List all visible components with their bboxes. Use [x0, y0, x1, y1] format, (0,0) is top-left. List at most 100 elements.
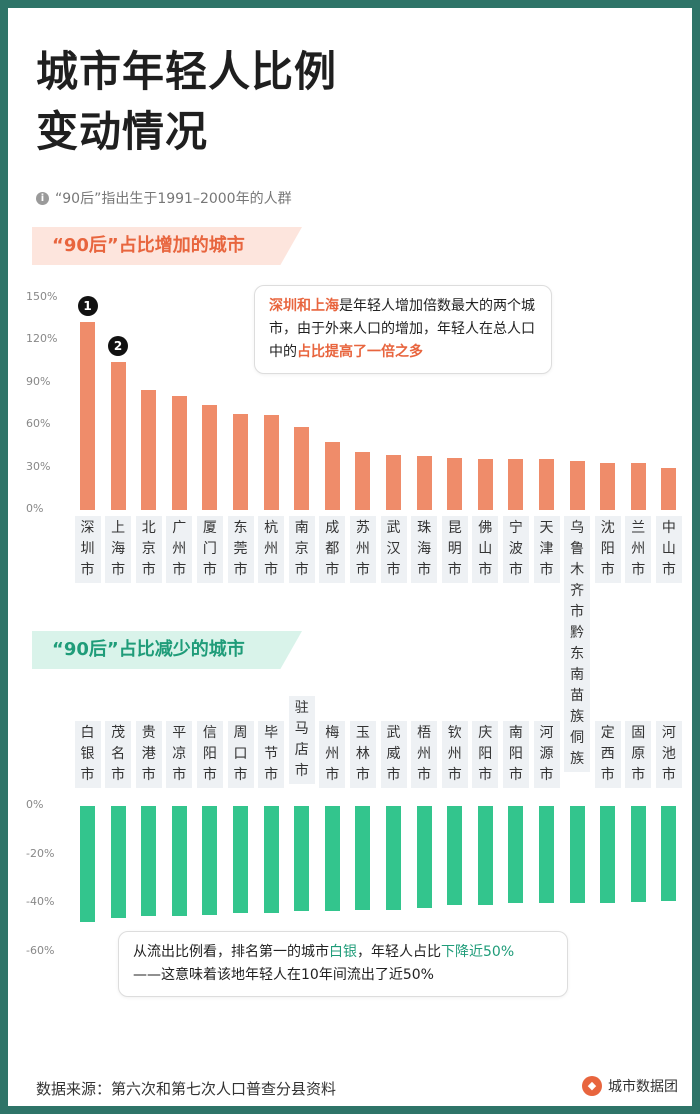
increase-y-tick: 120% — [26, 332, 58, 346]
decrease-annotation-line2: ——这意味着该地年轻人在10年间流出了近50% — [133, 967, 434, 983]
decrease-section-title: “90后”占比减少的城市 — [32, 631, 302, 669]
decrease-bar — [630, 806, 646, 902]
title-line-2: 变动情况 — [36, 107, 209, 156]
data-source: 数据来源：第六次和第七次人口普查分县资料 — [36, 1080, 337, 1098]
rank-badge: 2 — [108, 335, 129, 356]
decrease-bar — [233, 806, 248, 913]
annotation-body: 是年轻人增加倍数最大的两个城市，由于外来人口的增加，年轻人在总人口中的 — [269, 298, 535, 360]
decrease-city-label: 河池市 — [655, 721, 682, 788]
decrease-bar — [355, 806, 371, 911]
decrease-bar — [416, 806, 432, 908]
info-icon: i — [36, 191, 49, 205]
increase-bar — [416, 456, 432, 510]
annotation-mid: ，年轻人占比 — [357, 944, 441, 960]
decrease-city-label: 南阳市 — [502, 721, 529, 788]
brand-mark: ◆ 城市数据团 — [582, 1076, 678, 1096]
increase-city-label: 昆明市 — [441, 516, 468, 583]
brand-logo-icon: ◆ — [582, 1076, 602, 1096]
increase-bar — [600, 463, 616, 510]
increase-bar — [80, 322, 95, 510]
decrease-city-label: 武威市 — [380, 721, 407, 788]
increase-y-tick: 90% — [26, 374, 51, 388]
increase-bar — [386, 454, 401, 510]
increase-y-tick: 30% — [26, 459, 51, 473]
decrease-annotation-line1: 从流出比例看，排名第一的城市白银，年轻人占比下降近50% — [133, 941, 553, 964]
decrease-city-label: 毕节市 — [258, 721, 285, 788]
increase-city-label: 杭州市 — [258, 516, 285, 583]
decrease-city-label: 玉林市 — [349, 721, 376, 788]
increase-bar — [477, 459, 493, 510]
increase-y-tick: 150% — [26, 290, 58, 303]
increase-y-tick: 0% — [26, 502, 44, 515]
increase-bar — [110, 361, 126, 510]
brand-name: 城市数据团 — [608, 1079, 678, 1095]
decrease-annotation: 从流出比例看，排名第一的城市白银，年轻人占比下降近50% ——这意味着该地年轻人… — [118, 931, 568, 997]
increase-city-label: 珠海市 — [411, 516, 438, 583]
increase-bar — [294, 426, 310, 510]
decrease-city-label: 白银市 — [74, 721, 101, 788]
increase-city-label: 广州市 — [166, 516, 193, 583]
increase-city-label: 东莞市 — [227, 516, 254, 583]
page-title: 城市年轻人比例 变动情况 — [36, 42, 337, 162]
annotation-highlight: 占比提高了一倍之多 — [297, 344, 423, 360]
increase-bar — [263, 415, 279, 510]
infographic-card: 城市年轻人比例 变动情况 i “90后”指出生于1991–2000年的人群 “9… — [8, 8, 692, 1106]
annotation-cities: 深圳和上海 — [269, 298, 339, 314]
decrease-bar — [447, 806, 463, 906]
increase-y-tick: 60% — [26, 417, 51, 431]
increase-city-label: 深圳市 — [74, 516, 101, 583]
increase-bar — [141, 389, 157, 510]
decrease-city-label: 梧州市 — [411, 721, 438, 788]
increase-bar — [508, 459, 524, 510]
decrease-city-label: 固原市 — [625, 721, 652, 788]
decrease-bar — [508, 806, 524, 903]
increase-city-label: 北京市 — [135, 516, 162, 583]
decrease-y-tick: -20% — [26, 846, 55, 860]
increase-bar — [202, 405, 218, 510]
decrease-city-label: 河源市 — [533, 721, 560, 788]
rank-badge: 1 — [77, 296, 98, 317]
increase-city-label: 上海市 — [105, 516, 132, 583]
increase-bar — [539, 459, 554, 510]
increase-city-label: 南京市 — [288, 516, 315, 583]
increase-bar — [355, 452, 371, 510]
increase-section-title: “90后”占比增加的城市 — [32, 227, 302, 265]
decrease-bar — [539, 806, 554, 903]
decrease-y-tick: -60% — [26, 943, 55, 957]
decrease-bar — [110, 806, 126, 918]
decrease-city-label: 贵港市 — [135, 721, 162, 788]
increase-city-label: 武汉市 — [380, 516, 407, 583]
decrease-bar — [600, 806, 616, 903]
decrease-city-label: 信阳市 — [196, 721, 223, 788]
decrease-bar — [661, 806, 677, 901]
increase-city-label: 佛山市 — [472, 516, 499, 583]
decrease-city-label: 茂名市 — [105, 721, 132, 788]
decrease-city-label: 黔东南苗族侗族 — [564, 621, 591, 772]
title-line-1: 城市年轻人比例 — [36, 47, 338, 96]
decrease-bar — [141, 806, 157, 917]
increase-bar — [233, 413, 248, 510]
increase-city-label: 沈阳市 — [594, 516, 621, 583]
decrease-city-label: 周口市 — [227, 721, 254, 788]
decrease-bar — [477, 806, 493, 906]
decrease-bar — [386, 806, 401, 911]
decrease-y-tick: 0% — [26, 798, 44, 811]
increase-city-label: 厦门市 — [196, 516, 223, 583]
increase-bar — [171, 395, 187, 510]
annotation-city: 白银 — [329, 944, 357, 960]
decrease-bar — [202, 806, 218, 916]
decrease-bar — [80, 806, 95, 923]
decrease-bar — [263, 806, 279, 913]
decrease-city-label: 梅州市 — [319, 721, 346, 788]
definition-note: i “90后”指出生于1991–2000年的人群 — [36, 188, 292, 208]
decrease-city-label: 定西市 — [594, 721, 621, 788]
increase-bar — [630, 463, 646, 510]
annotation-drop: 下降近50% — [441, 944, 515, 960]
decrease-city-label: 钦州市 — [441, 721, 468, 788]
decrease-bar — [294, 806, 310, 912]
decrease-city-label: 平凉市 — [166, 721, 193, 788]
definition-text: “90后”指出生于1991–2000年的人群 — [55, 191, 292, 207]
increase-city-label: 中山市 — [655, 516, 682, 583]
increase-city-label: 乌鲁木齐市 — [564, 516, 591, 625]
decrease-bar — [569, 806, 585, 903]
